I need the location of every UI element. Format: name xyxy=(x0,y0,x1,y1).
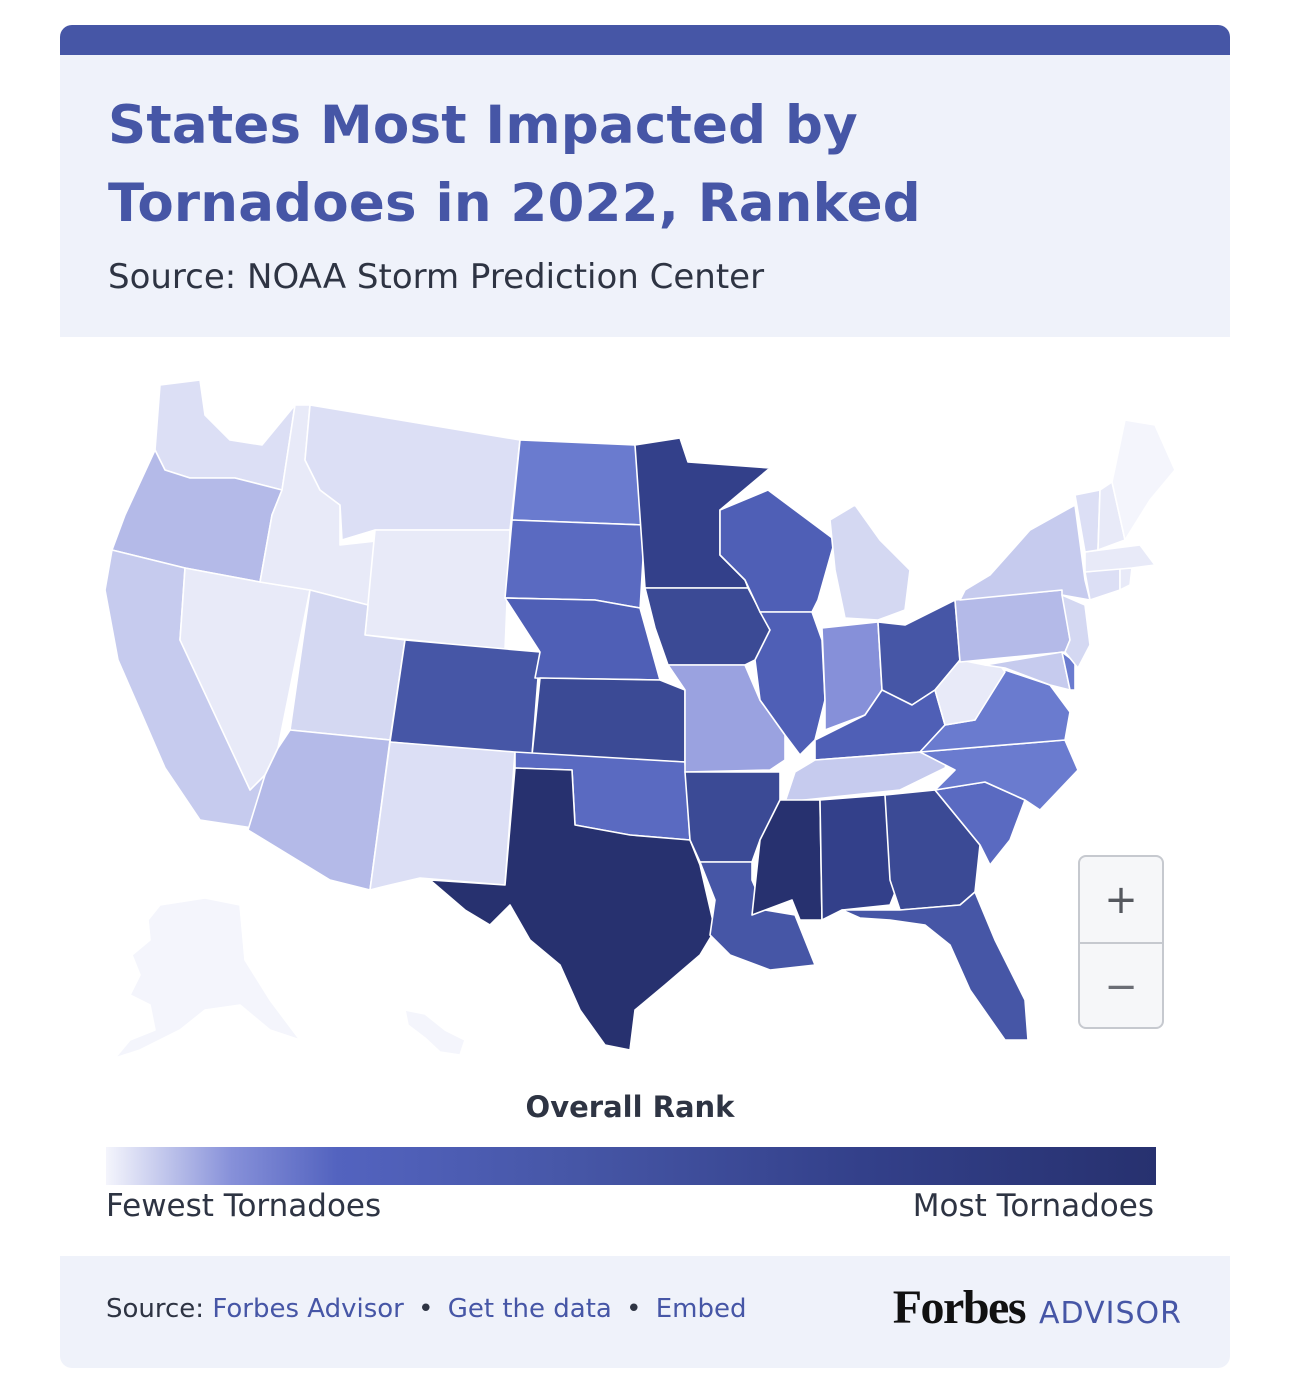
logo-forbes-wordmark: Forbes xyxy=(892,1281,1027,1334)
forbes-advisor-link[interactable]: Forbes Advisor xyxy=(212,1294,404,1324)
footer: Source: Forbes Advisor • Get the data • … xyxy=(60,1256,1230,1368)
state-WY[interactable] xyxy=(364,529,511,651)
header: States Most Impacted by Tornadoes in 202… xyxy=(60,55,1230,337)
state-ME[interactable] xyxy=(1111,419,1176,541)
zoom-in-button[interactable]: + xyxy=(1080,857,1162,944)
us-map[interactable] xyxy=(100,372,1190,1072)
footer-source: Source: Forbes Advisor • Get the data • … xyxy=(106,1294,746,1324)
legend-high-label: Most Tornadoes xyxy=(912,1188,1154,1224)
state-RI[interactable] xyxy=(1119,567,1133,591)
state-NJ[interactable] xyxy=(1061,594,1091,669)
state-HI[interactable] xyxy=(404,1009,466,1056)
state-LA[interactable] xyxy=(699,861,816,971)
state-AR[interactable] xyxy=(684,771,781,863)
zoom-control: + − xyxy=(1078,855,1164,1029)
legend-low-label: Fewest Tornadoes xyxy=(106,1188,382,1224)
state-SD[interactable] xyxy=(504,519,646,611)
state-MI[interactable] xyxy=(829,504,911,621)
state-ND[interactable] xyxy=(511,439,646,526)
separator-dot: • xyxy=(626,1294,642,1324)
forbes-advisor-logo: Forbes ADVISOR xyxy=(893,1280,1182,1335)
separator-dot: • xyxy=(418,1294,434,1324)
logo-advisor-wordmark: ADVISOR xyxy=(1039,1296,1182,1331)
get-data-link[interactable]: Get the data xyxy=(447,1294,612,1324)
state-MO[interactable] xyxy=(667,664,786,773)
state-IA[interactable] xyxy=(644,587,771,666)
chart-title: States Most Impacted by Tornadoes in 202… xyxy=(108,95,921,234)
source-label: Source: xyxy=(106,1294,205,1324)
chart-subtitle: Source: NOAA Storm Prediction Center xyxy=(108,257,765,297)
state-NM[interactable] xyxy=(369,741,516,891)
state-MA[interactable] xyxy=(1084,544,1156,573)
state-PA[interactable] xyxy=(954,589,1071,663)
state-KS[interactable] xyxy=(531,677,686,763)
state-TX[interactable] xyxy=(429,767,716,1051)
state-CO[interactable] xyxy=(389,639,541,756)
state-FL[interactable] xyxy=(841,891,1029,1041)
embed-link[interactable]: Embed xyxy=(655,1294,747,1324)
card-top-bar xyxy=(60,25,1230,55)
state-AK[interactable] xyxy=(114,897,301,1059)
state-NY[interactable] xyxy=(959,504,1091,601)
state-CT[interactable] xyxy=(1084,567,1121,601)
state-MD[interactable] xyxy=(984,651,1071,691)
state-NC[interactable] xyxy=(919,739,1079,811)
state-IL[interactable] xyxy=(754,611,826,756)
legend-color-scale xyxy=(106,1147,1156,1185)
legend-title: Overall Rank xyxy=(525,1090,735,1124)
zoom-out-button[interactable]: − xyxy=(1104,963,1138,1010)
